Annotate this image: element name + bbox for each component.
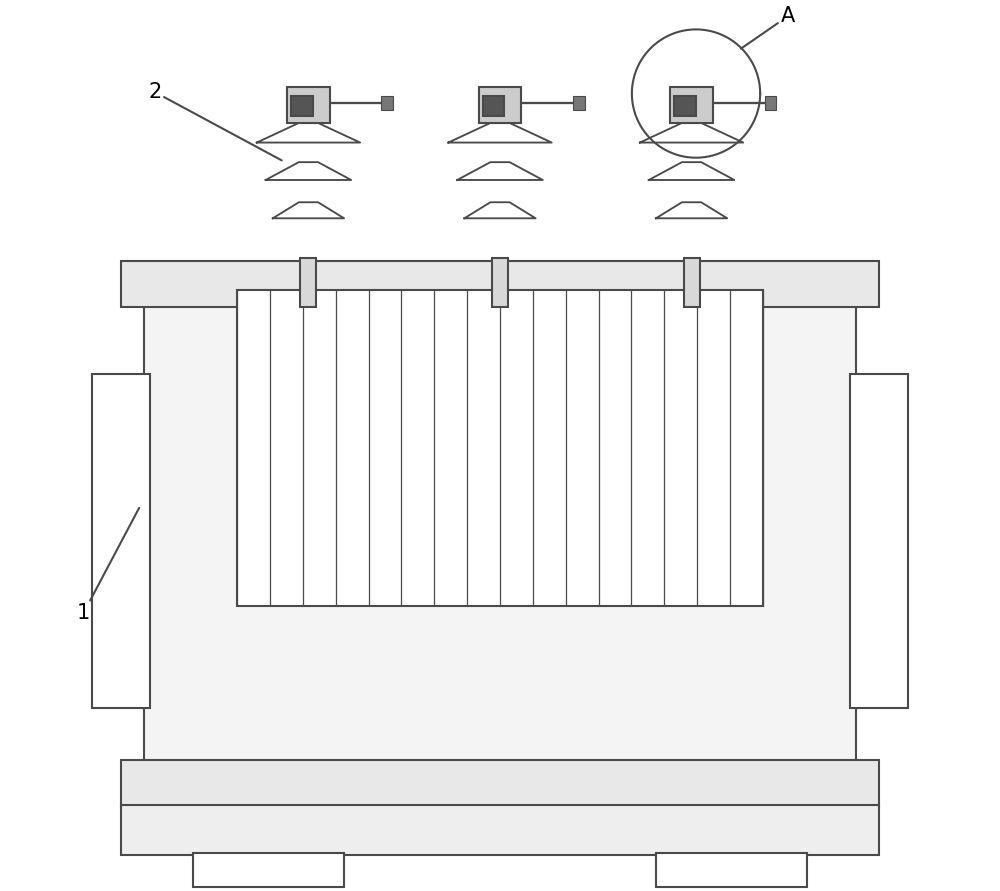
Bar bbox=[674, 96, 696, 116]
Text: 2: 2 bbox=[148, 82, 282, 160]
Bar bbox=[302, 114, 315, 123]
Bar bbox=[492, 258, 508, 307]
Text: A: A bbox=[741, 6, 795, 49]
Bar bbox=[483, 96, 504, 116]
Bar bbox=[237, 290, 763, 606]
Bar bbox=[300, 258, 316, 307]
Polygon shape bbox=[457, 162, 543, 180]
Bar bbox=[121, 261, 879, 307]
Bar bbox=[670, 87, 713, 123]
Bar bbox=[287, 87, 330, 123]
Bar bbox=[193, 853, 344, 887]
Bar bbox=[121, 805, 879, 855]
Polygon shape bbox=[464, 202, 536, 218]
Bar bbox=[92, 374, 150, 708]
Bar bbox=[381, 96, 393, 110]
Bar bbox=[765, 96, 776, 110]
Bar bbox=[291, 96, 313, 116]
Bar bbox=[573, 96, 585, 110]
Polygon shape bbox=[266, 162, 351, 180]
Bar bbox=[121, 760, 879, 806]
Bar bbox=[479, 87, 521, 123]
Polygon shape bbox=[656, 202, 727, 218]
Bar bbox=[684, 258, 700, 307]
Polygon shape bbox=[448, 123, 552, 143]
Text: 1: 1 bbox=[77, 508, 139, 623]
Bar bbox=[494, 114, 506, 123]
Polygon shape bbox=[273, 202, 344, 218]
Bar bbox=[144, 303, 856, 762]
Polygon shape bbox=[257, 123, 360, 143]
Bar bbox=[850, 374, 908, 708]
Bar bbox=[685, 114, 698, 123]
Bar bbox=[656, 853, 807, 887]
Polygon shape bbox=[640, 123, 743, 143]
Polygon shape bbox=[649, 162, 734, 180]
